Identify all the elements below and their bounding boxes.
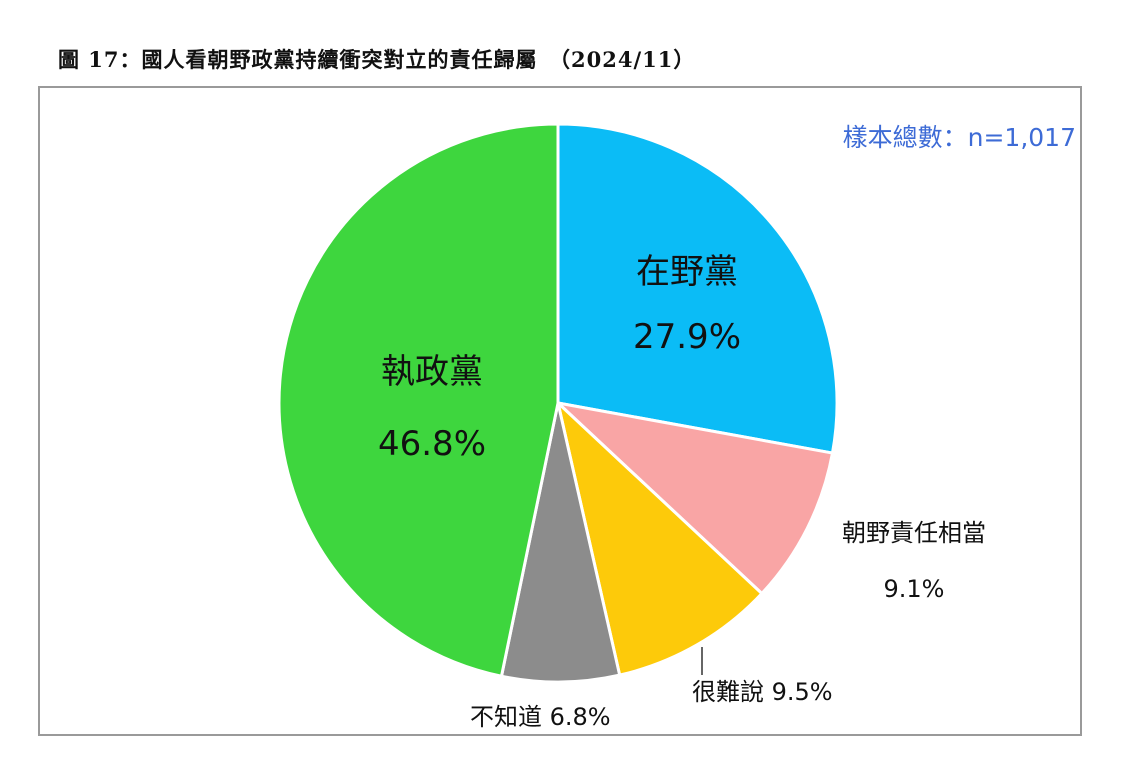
pie-slice-1: [556, 122, 839, 455]
slice-label-inline: 很難說 9.5%: [692, 678, 833, 706]
slice-value: 9.1%: [884, 575, 945, 603]
slice-value: 27.9%: [633, 317, 741, 357]
pie-slice-3: [556, 401, 764, 677]
slice-label: 在野黨: [636, 252, 738, 292]
slice-value: 46.8%: [378, 424, 486, 464]
pie-slice-4: [499, 401, 622, 684]
pie-slices: [277, 122, 839, 684]
slice-label: 執政黨: [381, 352, 483, 392]
slice-label-inline: 不知道 6.8%: [470, 703, 611, 731]
slice-labels: 在野黨 27.9% 朝野責任相當 9.1% 很難說 9.5% 不知道 6.8% 執政黨 46.…: [378, 252, 986, 731]
sample-size-note: 樣本總數：n=1,017: [842, 123, 1076, 152]
slice-label: 朝野責任相當: [842, 519, 986, 547]
chart-frame: [38, 86, 1082, 736]
figure-title: 圖 17：國人看朝野政黨持續衝突對立的責任歸屬 （2024/11）: [58, 47, 696, 72]
pie-slice-5: [277, 122, 560, 678]
pie-slice-2: [556, 401, 834, 596]
